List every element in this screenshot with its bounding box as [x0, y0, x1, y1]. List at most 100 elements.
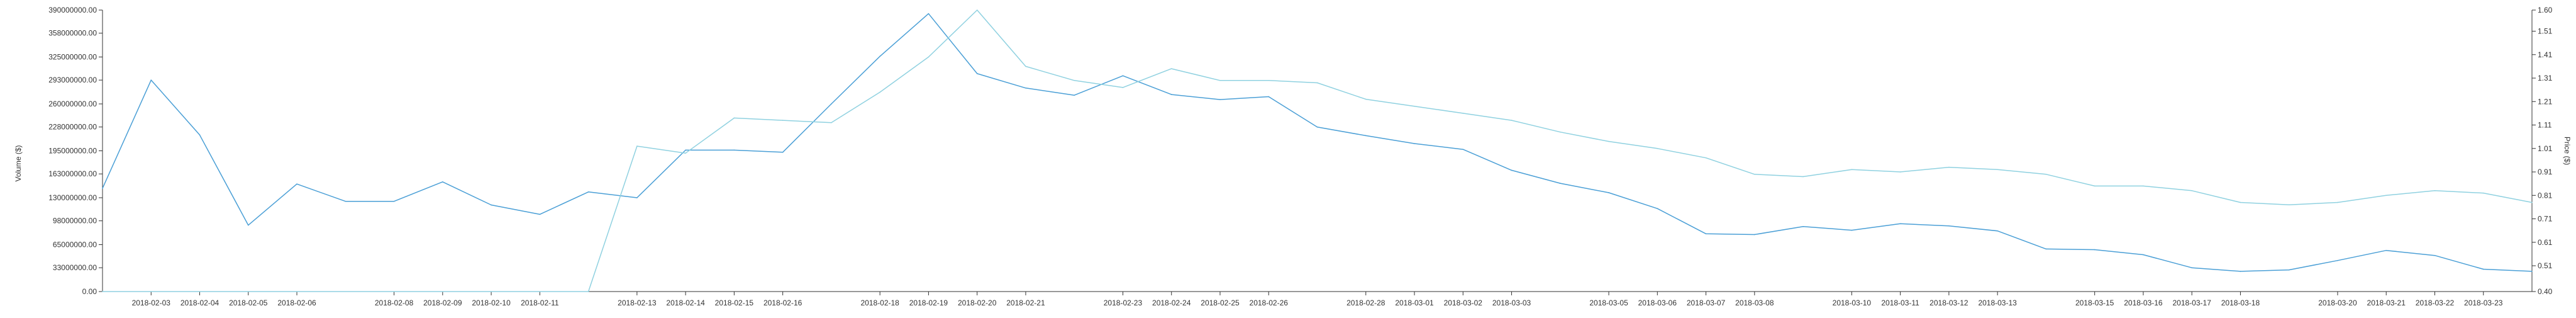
price-point — [1462, 113, 1464, 114]
volume-point — [1608, 192, 1609, 193]
x-axis-tick-label: 2018-02-06 — [277, 298, 316, 307]
volume-point — [2191, 267, 2192, 268]
volume-point — [102, 188, 103, 189]
volume-point — [1560, 183, 1561, 184]
right-axis-tick-label: 0.91 — [2538, 168, 2553, 176]
volume-point — [2240, 271, 2241, 272]
x-axis-tick-label: 2018-03-23 — [2464, 298, 2503, 307]
volume-point — [1414, 143, 1415, 144]
x-axis-tick-label: 2018-02-18 — [860, 298, 899, 307]
volume-point — [2434, 254, 2436, 256]
volume-point — [2337, 259, 2338, 261]
x-axis-tick-label: 2018-03-08 — [1735, 298, 1774, 307]
price-point — [2045, 173, 2047, 175]
x-axis-tick-label: 2018-02-11 — [521, 298, 559, 307]
volume-point — [491, 204, 492, 206]
x-axis-tick-label: 2018-03-15 — [2075, 298, 2114, 307]
left-axis-tick-label: 65000000.00 — [53, 241, 97, 249]
volume-point — [1754, 234, 1755, 236]
volume-series-line — [102, 13, 2533, 272]
price-series-line — [103, 9, 2533, 292]
price-point — [1608, 140, 1609, 142]
x-axis-tick-label: 2018-03-20 — [2318, 298, 2357, 307]
volume-point — [1511, 169, 1513, 171]
volume-point — [782, 151, 784, 153]
volume-point — [2482, 268, 2484, 270]
price-point — [976, 9, 978, 11]
price-point — [2094, 185, 2096, 187]
x-axis-tick-label: 2018-03-06 — [1638, 298, 1677, 307]
price-point — [1948, 166, 1950, 168]
left-axis-tick-label: 33000000.00 — [53, 263, 97, 272]
price-point — [1802, 176, 1804, 178]
volume-point — [1462, 149, 1464, 150]
x-axis-tick-label: 2018-02-28 — [1346, 298, 1385, 307]
volume-point — [636, 197, 638, 198]
x-axis-tick-label: 2018-03-12 — [1929, 298, 1968, 307]
price-point — [636, 145, 638, 147]
x-axis-tick-label: 2018-02-08 — [375, 298, 414, 307]
volume-point — [733, 149, 735, 151]
volume-point — [2531, 271, 2533, 272]
volume-point — [1802, 226, 1804, 227]
volume-point — [1948, 225, 1950, 227]
volume-point — [587, 191, 589, 193]
left-axis-tick-label: 228000000.00 — [48, 123, 97, 132]
price-point — [1705, 157, 1707, 159]
volume-point — [1316, 126, 1318, 128]
x-axis-tick-label: 2018-02-26 — [1250, 298, 1289, 307]
x-axis-tick-label: 2018-02-13 — [618, 298, 657, 307]
price-point — [1899, 171, 1901, 173]
volume-point — [539, 213, 541, 215]
x-axis-tick-label: 2018-02-04 — [180, 298, 219, 307]
x-axis-tick-label: 2018-03-05 — [1589, 298, 1628, 307]
price-point — [1511, 120, 1513, 121]
price-point — [1754, 173, 1755, 175]
price-point — [2385, 195, 2387, 196]
price-point — [831, 122, 832, 123]
volume-point — [247, 224, 249, 226]
price-point — [1219, 79, 1221, 81]
volume-point — [442, 181, 443, 183]
price-point — [2531, 202, 2533, 203]
x-axis-tick-label: 2018-03-11 — [1881, 298, 1919, 307]
right-axis-tick-label: 0.71 — [2538, 215, 2553, 224]
right-axis-tick-label: 1.11 — [2538, 121, 2552, 130]
price-point — [685, 152, 686, 154]
right-axis-tick-label: 1.21 — [2538, 97, 2553, 106]
left-axis-tick-label: 130000000.00 — [48, 193, 97, 202]
price-point — [2240, 202, 2241, 203]
x-axis-tick-label: 2018-02-16 — [763, 298, 802, 307]
price-point — [1122, 87, 1124, 88]
right-axis-tick-label: 0.51 — [2538, 261, 2553, 270]
volume-point — [1365, 135, 1367, 137]
right-axis-tick-label: 1.51 — [2538, 27, 2553, 36]
volume-point — [2288, 269, 2290, 271]
x-axis-tick-label: 2018-02-20 — [958, 298, 997, 307]
volume-point — [1705, 233, 1707, 235]
price-point — [1657, 147, 1658, 149]
volume-point — [150, 79, 152, 81]
x-axis-tick-label: 2018-02-25 — [1201, 298, 1240, 307]
left-axis-tick-label: 195000000.00 — [48, 147, 97, 156]
volume-point — [2385, 249, 2387, 251]
right-axis-title: Price ($) — [2563, 137, 2572, 165]
volume-point — [1899, 223, 1901, 225]
right-axis-tick-label: 1.41 — [2538, 50, 2553, 59]
price-point — [102, 291, 103, 292]
x-axis-tick-label: 2018-02-14 — [666, 298, 705, 307]
x-axis-tick-label: 2018-03-22 — [2416, 298, 2455, 307]
right-axis-tick-label: 0.81 — [2538, 191, 2553, 200]
volume-point — [1268, 96, 1270, 98]
volume-point — [345, 200, 347, 202]
volume-point — [1170, 94, 1172, 95]
x-axis-tick-label: 2018-02-23 — [1104, 298, 1143, 307]
x-axis-tick-label: 2018-03-16 — [2124, 298, 2163, 307]
volume-point — [2045, 248, 2047, 250]
right-axis-tick-label: 1.01 — [2538, 144, 2553, 153]
volume-point — [1025, 87, 1026, 89]
left-axis-title: Volume ($) — [14, 145, 23, 181]
left-axis-tick-label: 98000000.00 — [53, 217, 97, 225]
